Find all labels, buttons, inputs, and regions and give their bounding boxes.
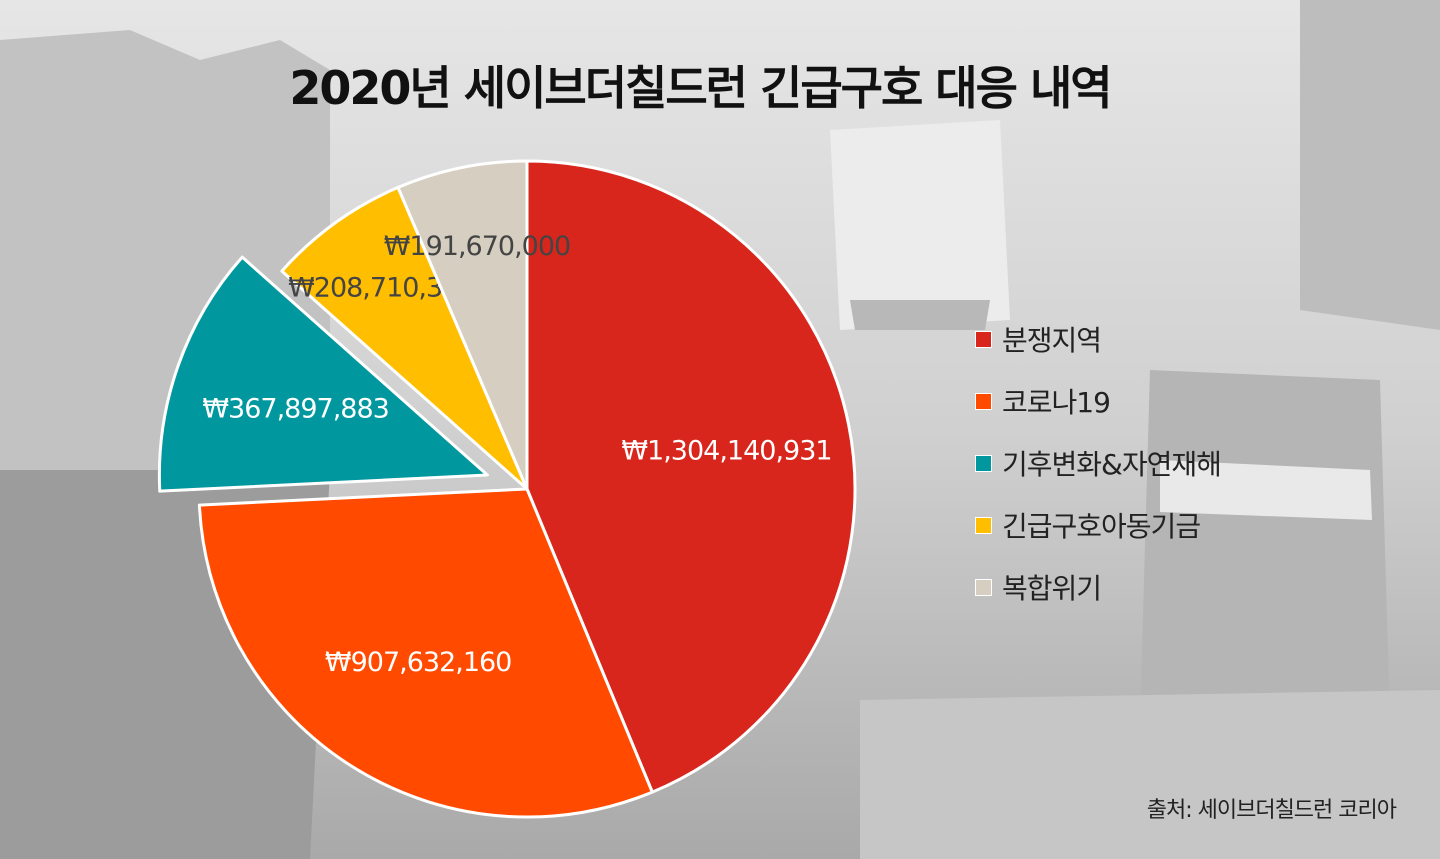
legend-swatch bbox=[975, 392, 992, 410]
source-note: 출처: 세이브더칠드런 코리아 bbox=[1146, 798, 1397, 823]
legend-label: 코로나19 bbox=[1002, 386, 1111, 419]
legend-item: 기후변화&자연재해 bbox=[975, 432, 1222, 494]
legend-label: 긴급구호아동기금 bbox=[1002, 510, 1201, 543]
legend-swatch bbox=[975, 330, 992, 348]
pie-slice-1 bbox=[525, 159, 857, 794]
legend-label: 분쟁지역 bbox=[1002, 324, 1102, 357]
legend-swatch bbox=[975, 578, 992, 596]
pie-slice-5 bbox=[396, 159, 529, 491]
slice-value-label: ₩191,670,000 bbox=[384, 231, 570, 262]
pie-slice-3 bbox=[157, 255, 489, 493]
pie-slice-4 bbox=[280, 185, 529, 491]
legend-item: 코로나19 bbox=[975, 370, 1221, 432]
slice-value-label: ₩1,304,140,931 bbox=[621, 435, 831, 466]
legend-label: 복합위기 bbox=[1002, 572, 1102, 605]
legend-item: 긴급구호아동기금 bbox=[975, 494, 1221, 556]
legend-item: 복합위기 bbox=[975, 556, 1221, 618]
legend-item: 분쟁지역 bbox=[975, 308, 1221, 370]
slice-value-label: ₩367,897,883 bbox=[202, 393, 388, 424]
chart-title: 2020년 세이브더칠드런 긴급구호 대응 내역 bbox=[289, 61, 1112, 115]
legend-swatch bbox=[975, 516, 992, 534]
legend-label: 기후변화&자연재해 bbox=[1002, 448, 1222, 481]
pie-slice-2 bbox=[197, 487, 654, 819]
legend-swatch bbox=[975, 454, 992, 472]
slice-value-label: ₩907,632,160 bbox=[325, 647, 511, 678]
